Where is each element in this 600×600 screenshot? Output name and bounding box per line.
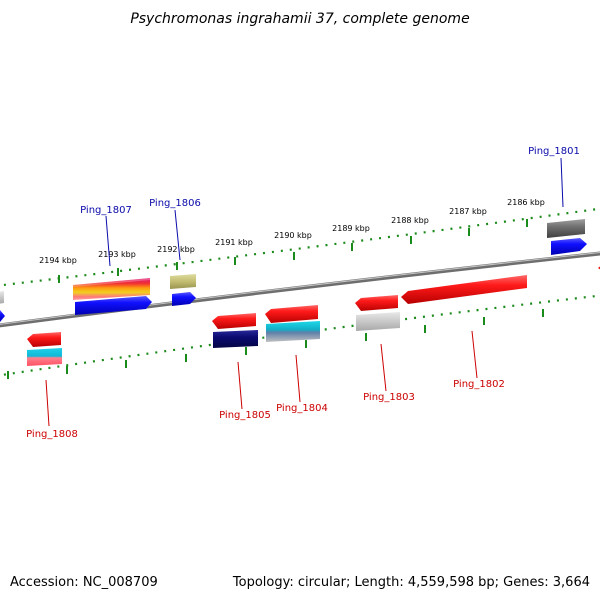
genome-backbone bbox=[0, 251, 600, 328]
gene-label-ping-1805[interactable]: Ping_1805 bbox=[219, 410, 271, 421]
gene-feature-ping-1808[interactable] bbox=[27, 332, 62, 366]
tick-label-2192: 2192 kbp bbox=[157, 245, 195, 254]
major-tick: 2192 kbp bbox=[157, 245, 195, 270]
tick-label-2186: 2186 kbp bbox=[507, 198, 545, 207]
gene-labels: Ping_1801 Ping_1806 Ping_1807 Ping_1802 … bbox=[26, 146, 580, 440]
gene-feature-ping-1804[interactable] bbox=[265, 305, 320, 342]
map-title: Psychromonas ingrahamii 37, complete gen… bbox=[130, 11, 469, 27]
tick-label-2191: 2191 kbp bbox=[215, 238, 253, 247]
tick-label-2187: 2187 kbp bbox=[449, 207, 487, 216]
accession-text: Accession: NC_008709 bbox=[10, 575, 158, 590]
major-tick: 2186 kbp bbox=[507, 198, 545, 227]
major-tick: 2193 kbp bbox=[98, 250, 136, 276]
major-tick: 2189 kbp bbox=[332, 224, 370, 251]
tick-label-2188: 2188 kbp bbox=[391, 216, 429, 225]
major-tick: 2190 kbp bbox=[274, 231, 312, 260]
major-tick: 2188 kbp bbox=[391, 216, 429, 244]
gene-label-ping-1806[interactable]: Ping_1806 bbox=[149, 198, 201, 209]
gene-label-ping-1807[interactable]: Ping_1807 bbox=[80, 205, 132, 216]
tick-label-2189: 2189 kbp bbox=[332, 224, 370, 233]
gene-feature-partial-left[interactable] bbox=[0, 291, 5, 322]
gene-feature-ping-1802[interactable] bbox=[401, 275, 527, 304]
tick-label-2190: 2190 kbp bbox=[274, 231, 312, 240]
gene-feature-ping-1807[interactable] bbox=[73, 278, 152, 315]
major-tick: 2194 kbp bbox=[39, 256, 77, 283]
tick-labels: 2194 kbp 2193 kbp 2192 kbp 2191 kbp 2190… bbox=[39, 198, 545, 283]
genome-summary-text: Topology: circular; Length: 4,559,598 bp… bbox=[232, 575, 590, 590]
gene-feature-ping-1801[interactable] bbox=[547, 219, 587, 255]
gene-feature-ping-1806[interactable] bbox=[170, 274, 196, 306]
gene-label-ping-1808[interactable]: Ping_1808 bbox=[26, 429, 78, 440]
major-tick: 2191 kbp bbox=[215, 238, 253, 265]
forward-tick-ruler bbox=[0, 207, 600, 287]
gene-label-ping-1802[interactable]: Ping_1802 bbox=[453, 379, 505, 390]
reverse-major-ticks bbox=[7, 309, 544, 379]
gene-label-ping-1801[interactable]: Ping_1801 bbox=[528, 146, 580, 157]
tick-label-2194: 2194 kbp bbox=[39, 256, 77, 265]
gene-label-ping-1804[interactable]: Ping_1804 bbox=[276, 403, 328, 414]
major-tick: 2187 kbp bbox=[449, 207, 487, 236]
gene-feature-ping-1803[interactable] bbox=[355, 295, 400, 331]
tick-label-2193: 2193 kbp bbox=[98, 250, 136, 259]
gene-label-ping-1803[interactable]: Ping_1803 bbox=[363, 392, 415, 403]
gene-feature-ping-1805[interactable] bbox=[212, 313, 258, 348]
